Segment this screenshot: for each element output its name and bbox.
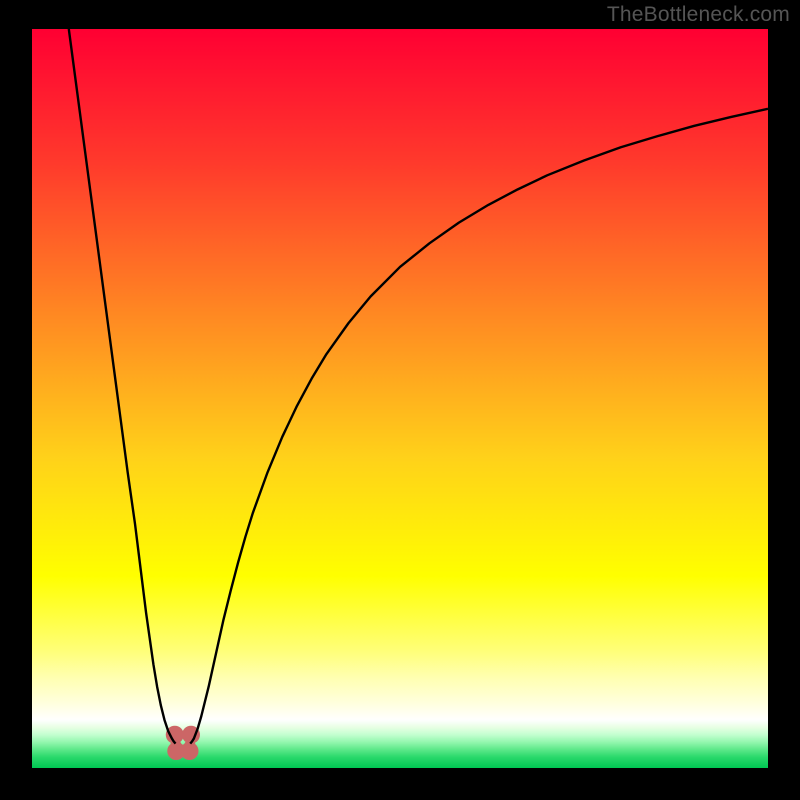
- plot-background-gradient: [32, 29, 768, 768]
- chart-root: TheBottleneck.com: [0, 0, 800, 800]
- watermark-text: TheBottleneck.com: [607, 3, 790, 27]
- plot-frame: [32, 29, 768, 768]
